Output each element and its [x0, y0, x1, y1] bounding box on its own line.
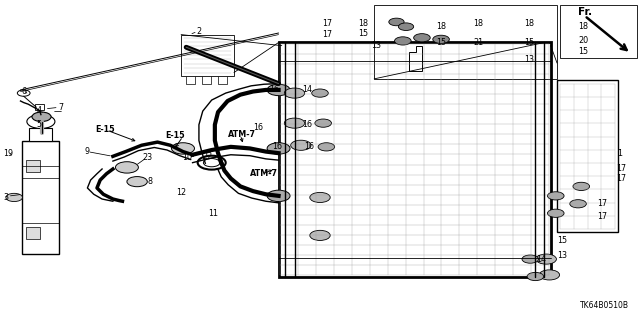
Circle shape: [172, 143, 195, 154]
Circle shape: [540, 270, 559, 280]
Text: E-15: E-15: [165, 131, 185, 140]
Text: 15: 15: [436, 38, 446, 47]
Bar: [218, 76, 227, 84]
Text: 13: 13: [524, 56, 534, 64]
Text: E-15: E-15: [96, 125, 115, 134]
Bar: [278, 42, 550, 277]
Text: TK64B0510B: TK64B0510B: [580, 301, 629, 310]
Text: 11: 11: [209, 209, 218, 218]
Text: 5: 5: [36, 120, 42, 129]
Circle shape: [536, 254, 556, 264]
Circle shape: [318, 143, 335, 151]
Circle shape: [284, 118, 305, 128]
Circle shape: [547, 209, 564, 217]
Text: 17: 17: [597, 199, 607, 208]
Text: 15: 15: [578, 48, 588, 56]
Text: Fr.: Fr.: [578, 7, 592, 18]
Bar: [26, 227, 40, 239]
Text: 9: 9: [84, 147, 90, 156]
Circle shape: [6, 193, 22, 202]
Circle shape: [310, 230, 330, 241]
Text: 19: 19: [3, 149, 13, 158]
Text: 13: 13: [371, 41, 381, 50]
Text: 16: 16: [253, 123, 263, 132]
Text: 17: 17: [322, 30, 332, 39]
Text: 15: 15: [524, 38, 534, 47]
Text: 22: 22: [202, 152, 212, 161]
Text: 8: 8: [148, 177, 153, 186]
Text: 3: 3: [3, 193, 8, 202]
Text: 16: 16: [272, 142, 282, 151]
Text: 14: 14: [302, 85, 312, 94]
Circle shape: [115, 162, 138, 173]
Text: 17: 17: [322, 19, 332, 28]
Text: 4: 4: [36, 106, 42, 115]
Circle shape: [522, 255, 539, 263]
Text: 18: 18: [436, 22, 446, 31]
Text: 7: 7: [59, 103, 64, 112]
Text: 2: 2: [196, 27, 202, 36]
Text: 15: 15: [358, 28, 369, 38]
Text: 23: 23: [143, 153, 153, 162]
Text: 17: 17: [616, 174, 627, 183]
Circle shape: [547, 192, 564, 200]
Text: 16: 16: [269, 85, 279, 94]
Bar: [35, 104, 44, 110]
Circle shape: [394, 37, 411, 45]
Text: 16: 16: [302, 120, 312, 129]
Text: 16: 16: [304, 142, 314, 151]
Text: 15: 15: [557, 236, 567, 245]
Bar: [22, 141, 59, 254]
Circle shape: [267, 143, 290, 154]
Text: 10: 10: [182, 153, 192, 162]
Circle shape: [198, 156, 226, 170]
Text: 18: 18: [358, 19, 368, 28]
Bar: [202, 76, 211, 84]
Text: 12: 12: [177, 188, 187, 197]
Text: 14: 14: [537, 255, 547, 263]
Circle shape: [527, 272, 543, 281]
Text: 18: 18: [473, 19, 483, 28]
Circle shape: [204, 159, 220, 167]
Bar: [26, 160, 40, 172]
Circle shape: [267, 190, 290, 202]
Circle shape: [32, 112, 51, 122]
Circle shape: [17, 90, 30, 96]
Circle shape: [433, 35, 449, 43]
Circle shape: [127, 177, 147, 187]
Text: 21: 21: [473, 38, 483, 47]
Circle shape: [413, 33, 430, 42]
Text: ATM-7: ATM-7: [228, 130, 255, 139]
Circle shape: [27, 115, 55, 129]
Text: 1: 1: [618, 149, 623, 158]
Text: 6: 6: [22, 87, 27, 96]
Text: —: —: [54, 107, 61, 116]
Circle shape: [315, 119, 332, 127]
Text: 13: 13: [557, 251, 567, 260]
Text: 17: 17: [597, 212, 607, 221]
Circle shape: [291, 140, 311, 150]
Bar: [186, 76, 195, 84]
Circle shape: [310, 192, 330, 203]
Polygon shape: [409, 46, 422, 71]
Bar: [559, 4, 637, 58]
Circle shape: [570, 200, 586, 208]
Circle shape: [312, 89, 328, 97]
Circle shape: [398, 23, 413, 31]
Text: ATM-7: ATM-7: [250, 169, 278, 178]
Circle shape: [573, 182, 589, 190]
Circle shape: [284, 88, 305, 98]
Circle shape: [389, 18, 404, 26]
Text: 18: 18: [524, 19, 534, 28]
Circle shape: [267, 84, 290, 96]
Bar: [557, 80, 618, 232]
Bar: [181, 34, 234, 76]
Text: 18: 18: [578, 22, 588, 31]
Text: 17: 17: [616, 165, 627, 174]
Bar: [374, 4, 557, 79]
Bar: [29, 128, 52, 141]
Text: 20: 20: [578, 36, 588, 45]
